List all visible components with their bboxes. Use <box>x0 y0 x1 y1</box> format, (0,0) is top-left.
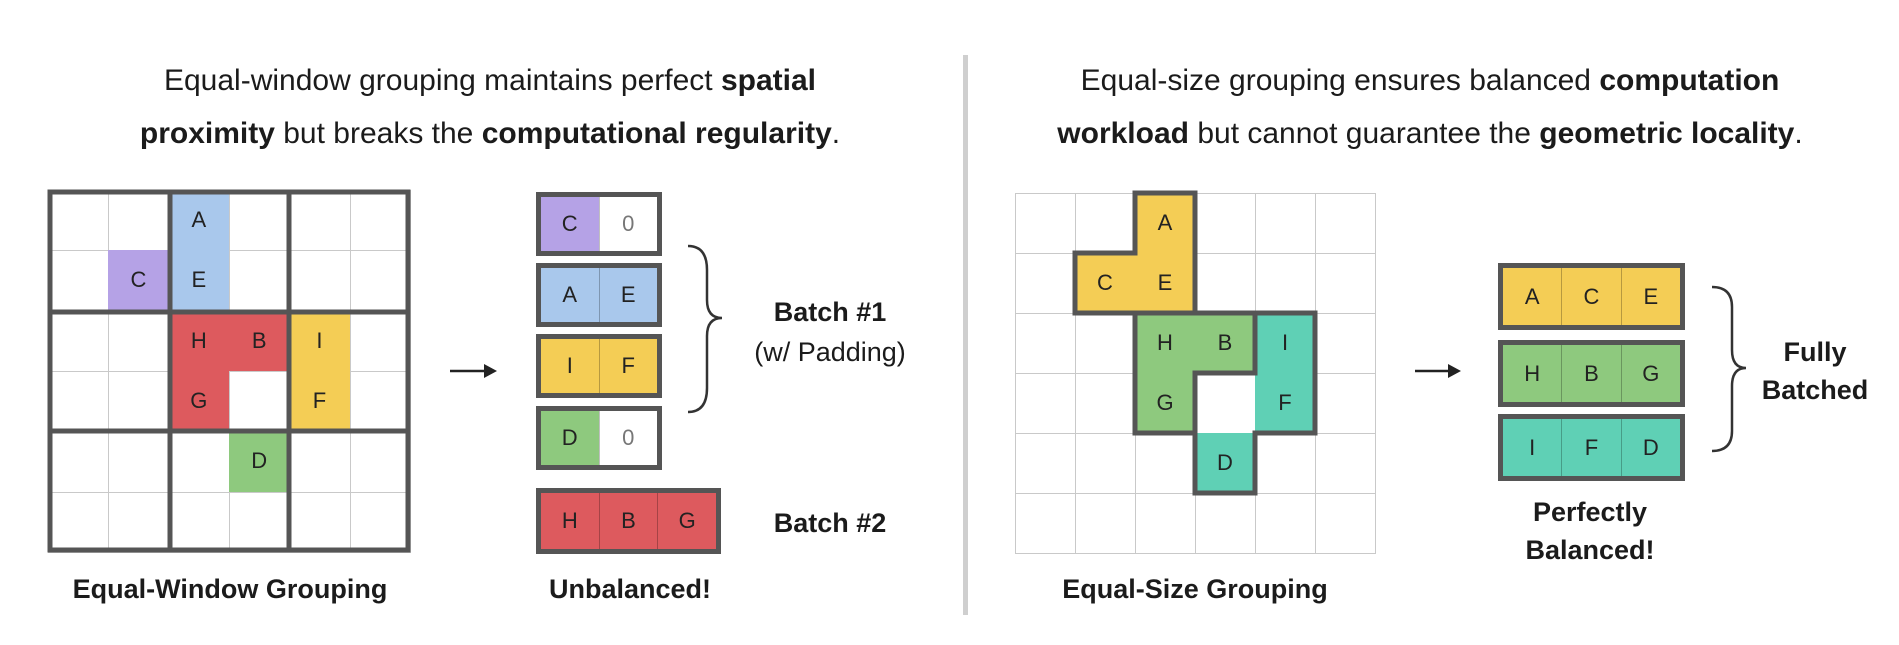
right-caption-bold: geometric locality <box>1539 117 1795 150</box>
token-cell-d: D <box>1195 433 1255 493</box>
token-slot: D <box>1620 419 1680 476</box>
token-slot: E <box>598 268 657 322</box>
token-cell-h: H <box>168 310 229 371</box>
fully-batched-brace-icon <box>1711 285 1747 453</box>
token-slot: I <box>1503 419 1562 476</box>
token-cell-i: I <box>1255 313 1315 373</box>
token-slot: C <box>1561 268 1621 325</box>
left-caption-text: Equal-window grouping maintains perfect <box>163 64 721 97</box>
token-cell-i: I <box>289 310 350 371</box>
token-cell-a: A <box>1135 193 1195 253</box>
fully-batched-label: Fully Batched <box>1750 333 1880 409</box>
perfectly-balanced-line-2: Balanced! <box>1525 535 1655 565</box>
unbalanced-label: Unbalanced! <box>548 574 712 604</box>
token-cell-g: G <box>168 371 229 432</box>
right-caption-bold: workload <box>1057 117 1189 150</box>
token-slot: B <box>1561 345 1621 402</box>
batch-1-brace-icon <box>687 244 723 414</box>
left-caption-bold: spatial <box>720 64 817 97</box>
grid-cell <box>1315 493 1376 554</box>
left-caption: Equal-window grouping maintains perfect … <box>40 54 940 160</box>
token-cell-f: F <box>289 371 350 432</box>
right-caption-text: Equal-size grouping ensures balanced <box>1080 64 1600 97</box>
token-slot: B <box>598 493 658 549</box>
token-slot: G <box>657 493 717 549</box>
left-arrow-icon <box>450 364 497 378</box>
token-slot: H <box>1503 345 1562 402</box>
token-cell-h: H <box>1135 313 1195 373</box>
right-caption: Equal-size grouping ensures balanced com… <box>985 54 1875 160</box>
batch-1-label: Batch #1 <box>773 297 887 327</box>
right-caption-text: . <box>1794 117 1803 150</box>
perfectly-balanced-line-1: Perfectly <box>1532 497 1648 527</box>
token-slot: G <box>1620 345 1680 402</box>
left-caption-text: . <box>831 117 841 150</box>
equal-window-grid-label: Equal-Window Grouping <box>72 574 388 604</box>
token-slot: D <box>541 411 599 465</box>
token-slot: E <box>1620 268 1680 325</box>
token-slot: C <box>541 197 599 251</box>
token-slot: I <box>541 339 599 393</box>
token-cell-a: A <box>168 190 229 251</box>
token-cell-e: E <box>168 250 229 311</box>
token-cell-d: D <box>229 431 290 492</box>
token-slot: F <box>598 339 657 393</box>
padding-slot: 0 <box>598 197 657 251</box>
batch-2-label: Batch #2 <box>773 508 887 538</box>
token-cell-c: C <box>108 250 169 311</box>
fully-batched-line-2: Batched <box>1761 375 1869 405</box>
token-cell-b: B <box>1195 313 1255 373</box>
token-cell-g: G <box>1135 373 1195 433</box>
perfectly-balanced-label: Perfectly Balanced! <box>1490 493 1690 569</box>
group-outlines <box>1072 190 1318 496</box>
token-cell-b: B <box>229 310 290 371</box>
token-cell-c: C <box>1075 253 1135 313</box>
right-arrow-icon <box>1415 364 1461 378</box>
token-slot: A <box>541 268 599 322</box>
batch-1-sublabel: (w/ Padding) <box>754 337 906 367</box>
left-caption-text: but breaks the <box>274 117 482 150</box>
token-slot: A <box>1503 268 1562 325</box>
right-caption-text: but cannot guarantee the <box>1188 117 1540 150</box>
panel-divider <box>963 55 968 615</box>
token-cell-f: F <box>1255 373 1315 433</box>
fully-batched-line-1: Fully <box>1783 337 1847 367</box>
left-caption-bold: proximity <box>139 117 275 150</box>
window-boundaries <box>47 189 411 553</box>
token-slot: F <box>1561 419 1621 476</box>
right-caption-bold: computation <box>1599 64 1780 97</box>
token-slot: H <box>541 493 599 549</box>
padding-slot: 0 <box>598 411 657 465</box>
token-cell-e: E <box>1135 253 1195 313</box>
equal-size-grid-label: Equal-Size Grouping <box>1062 574 1328 604</box>
left-caption-bold: computational regularity <box>481 117 832 150</box>
